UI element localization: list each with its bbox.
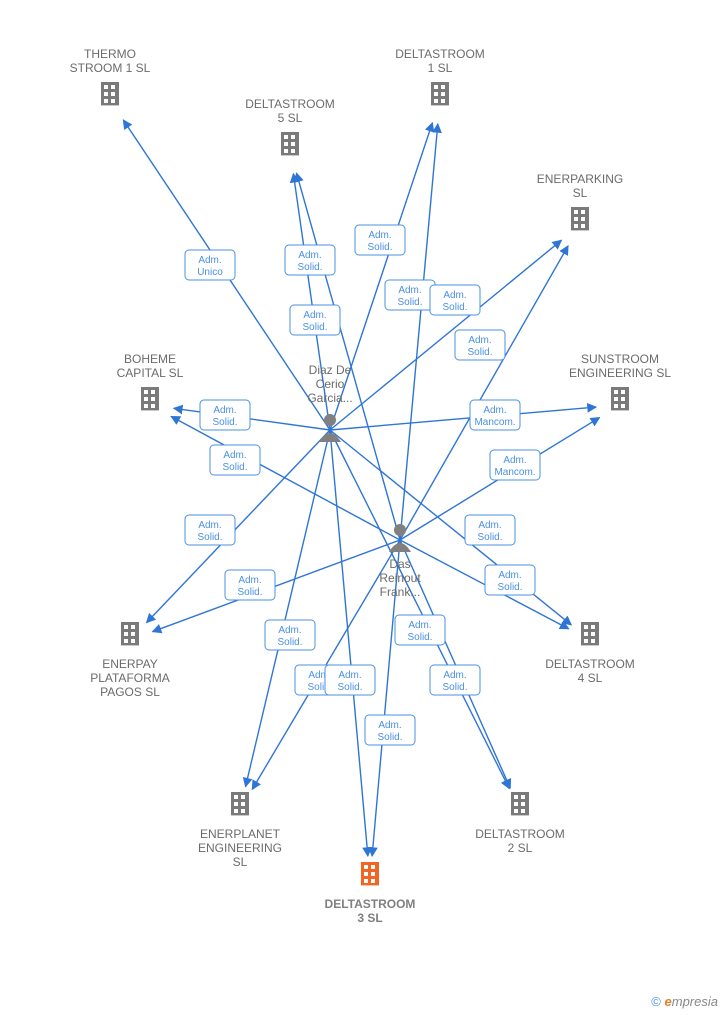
network-graph: Adm.UnicoAdm.Solid.Adm.Solid.Adm.Solid.A… — [0, 0, 728, 1015]
edge-label-text: Adm. — [303, 310, 326, 321]
edge-label-text: Solid. — [397, 297, 422, 308]
edge-diaz-enerplanet — [246, 430, 330, 787]
brand-rest: mpresia — [672, 994, 718, 1009]
edge-label-text: Mancom. — [494, 467, 535, 478]
node-label: ENERPLANET — [200, 827, 281, 841]
edge-label-text: Solid. — [477, 532, 502, 543]
edge-label-text: Adm. — [498, 570, 521, 581]
node-label: Garcia... — [307, 391, 352, 405]
edge-diaz-boheme — [174, 408, 330, 430]
company-node-thermo[interactable] — [101, 82, 119, 105]
company-node-delta1[interactable] — [431, 82, 449, 105]
edge-label-text: Solid. — [367, 242, 392, 253]
node-label: THERMO — [84, 47, 136, 61]
footer-credit: © empresia — [651, 994, 718, 1009]
edge-label-text: Adm. — [478, 520, 501, 531]
node-label: PAGOS SL — [100, 685, 160, 699]
node-label: BOHEME — [124, 352, 176, 366]
edge-label-text: Solid. — [337, 682, 362, 693]
node-label: DELTASTROOM — [545, 657, 635, 671]
node-label: SUNSTROOM — [581, 352, 659, 366]
company-node-enerparking[interactable] — [571, 207, 589, 230]
edge-label-text: Adm. — [198, 520, 221, 531]
node-label: ENGINEERING — [198, 841, 282, 855]
edge-label-text: Adm. — [298, 250, 321, 261]
edge-label-text: Solid. — [212, 417, 237, 428]
node-label: ENERPARKING — [537, 172, 623, 186]
node-label: 4 SL — [578, 671, 603, 685]
brand-first-letter: e — [665, 994, 672, 1009]
edge-label-text: Solid. — [467, 347, 492, 358]
node-label: ENGINEERING SL — [569, 366, 671, 380]
edge-label-text: Solid. — [377, 732, 402, 743]
edge-label-text: Adm. — [443, 670, 466, 681]
edge-diaz-sunstroom — [330, 407, 596, 430]
edge-label-text: Solid. — [197, 532, 222, 543]
copyright-symbol: © — [651, 994, 661, 1009]
node-label: PLATAFORMA — [90, 671, 170, 685]
node-label: DELTASTROOM — [325, 897, 416, 911]
edge-diaz-enerparking — [330, 240, 561, 430]
edge-label-text: Adm. — [338, 670, 361, 681]
edge-das-enerpay — [153, 540, 400, 632]
edge-label-text: Adm. — [398, 285, 421, 296]
company-node-boheme[interactable] — [141, 387, 159, 410]
node-label: STROOM 1 SL — [70, 61, 151, 75]
edge-label-text: Solid. — [302, 322, 327, 333]
node-label: Frank... — [380, 585, 421, 599]
edge-das-delta1 — [400, 124, 438, 540]
node-label: 3 SL — [357, 911, 382, 925]
edge-label-text: Solid. — [297, 262, 322, 273]
edge-label-text: Adm. — [223, 450, 246, 461]
company-node-delta4[interactable] — [581, 622, 599, 645]
node-label: DELTASTROOM — [245, 97, 335, 111]
node-label: ENERPAY — [102, 657, 158, 671]
edge-diaz-delta1 — [330, 123, 432, 430]
node-label: Diaz De — [309, 363, 352, 377]
company-node-enerpay[interactable] — [121, 622, 139, 645]
edge-label-text: Adm. — [408, 620, 431, 631]
node-label: Cerio — [316, 377, 345, 391]
node-label: 1 SL — [428, 61, 453, 75]
node-label: Das — [389, 557, 410, 571]
edge-label-text: Adm. — [238, 575, 261, 586]
company-node-sunstroom[interactable] — [611, 387, 629, 410]
edge-label-text: Adm. — [503, 455, 526, 466]
node-label: DELTASTROOM — [395, 47, 485, 61]
node-label: SL — [573, 186, 588, 200]
node-label: 5 SL — [278, 111, 303, 125]
node-label: SL — [233, 855, 248, 869]
edge-label-text: Solid. — [407, 632, 432, 643]
node-label: CAPITAL SL — [117, 366, 184, 380]
edge-label-text: Solid. — [237, 587, 262, 598]
node-label: Reinout — [379, 571, 421, 585]
edge-label-text: Mancom. — [474, 417, 515, 428]
edge-label-text: Solid. — [442, 302, 467, 313]
company-node-delta2[interactable] — [511, 792, 529, 815]
company-node-delta5[interactable] — [281, 132, 299, 155]
edge-label-text: Adm. — [213, 405, 236, 416]
edge-label-text: Solid. — [222, 462, 247, 473]
edge-label-text: Adm. — [278, 625, 301, 636]
edge-label-text: Adm. — [198, 255, 221, 266]
node-label: DELTASTROOM — [475, 827, 565, 841]
company-node-enerplanet[interactable] — [231, 792, 249, 815]
edge-label-text: Adm. — [468, 335, 491, 346]
edge-label-text: Adm. — [483, 405, 506, 416]
node-label: 2 SL — [508, 841, 533, 855]
company-node-delta3[interactable] — [361, 862, 379, 885]
edge-label-text: Adm. — [378, 720, 401, 731]
edge-label-text: Unico — [197, 267, 223, 278]
edge-label-text: Adm. — [368, 230, 391, 241]
edge-label-text: Solid. — [497, 582, 522, 593]
edge-label-text: Solid. — [442, 682, 467, 693]
edge-label-text: Solid. — [277, 637, 302, 648]
edge-label-text: Adm. — [443, 290, 466, 301]
